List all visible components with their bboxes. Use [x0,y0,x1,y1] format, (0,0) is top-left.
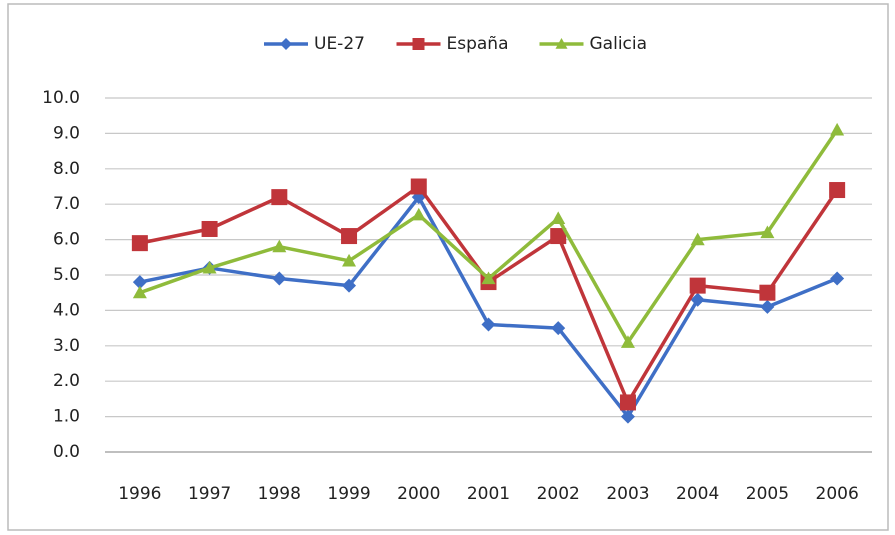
legend-item: Galicia [539,34,648,54]
x-tick-label: 2001 [467,484,510,504]
marker [271,189,288,206]
y-tick-label: 3.0 [53,336,80,356]
marker [411,207,426,221]
marker [690,292,705,307]
x-tick-label: 1999 [327,484,370,504]
x-tick-label: 2000 [397,484,440,504]
x-tick-label: 1996 [118,484,161,504]
y-tick-label: 1.0 [53,407,80,427]
y-tick-label: 9.0 [53,123,80,143]
x-tick-label: 2002 [537,484,580,504]
marker [760,225,775,239]
marker [550,228,567,245]
y-tick-label: 8.0 [53,159,80,179]
x-tick-label: 2004 [676,484,719,504]
legend-item: UE-27 [264,34,365,54]
marker [619,394,636,411]
y-tick-label: 5.0 [53,265,80,285]
marker [759,284,776,301]
y-tick-label: 4.0 [53,300,80,320]
marker [760,299,775,314]
marker [830,271,845,286]
x-tick-label: 2003 [606,484,649,504]
marker [201,220,218,237]
legend-label: UE-27 [314,34,365,54]
y-tick-label: 10.0 [42,88,80,108]
chart-frame [7,3,889,531]
marker [132,285,147,299]
legend-marker [412,38,425,50]
legend-marker [280,38,292,50]
marker [620,335,635,348]
marker [830,122,845,136]
marker [410,178,427,195]
marker [481,317,496,332]
x-tick-label: 1997 [188,484,231,504]
legend-label: España [447,34,509,54]
y-tick-label: 6.0 [53,230,80,250]
marker [342,278,357,293]
y-tick-label: 2.0 [53,371,80,391]
legend-item: España [396,34,509,54]
y-tick-label: 0.0 [53,442,80,462]
marker [272,239,287,253]
marker [341,228,358,245]
marker [829,182,846,199]
marker [202,260,217,274]
marker [272,271,287,286]
marker [481,271,496,285]
marker [551,321,566,336]
marker [131,235,148,252]
x-tick-label: 2006 [816,484,859,504]
legend-label: Galicia [590,34,648,54]
x-tick-label: 2005 [746,484,789,504]
x-tick-label: 1998 [258,484,301,504]
legend-marker [555,38,568,49]
marker [690,232,705,246]
y-tick-label: 7.0 [53,194,80,214]
marker [342,253,357,267]
marker [132,275,147,290]
marker [551,211,566,224]
marker [689,277,706,294]
marker [620,409,635,424]
